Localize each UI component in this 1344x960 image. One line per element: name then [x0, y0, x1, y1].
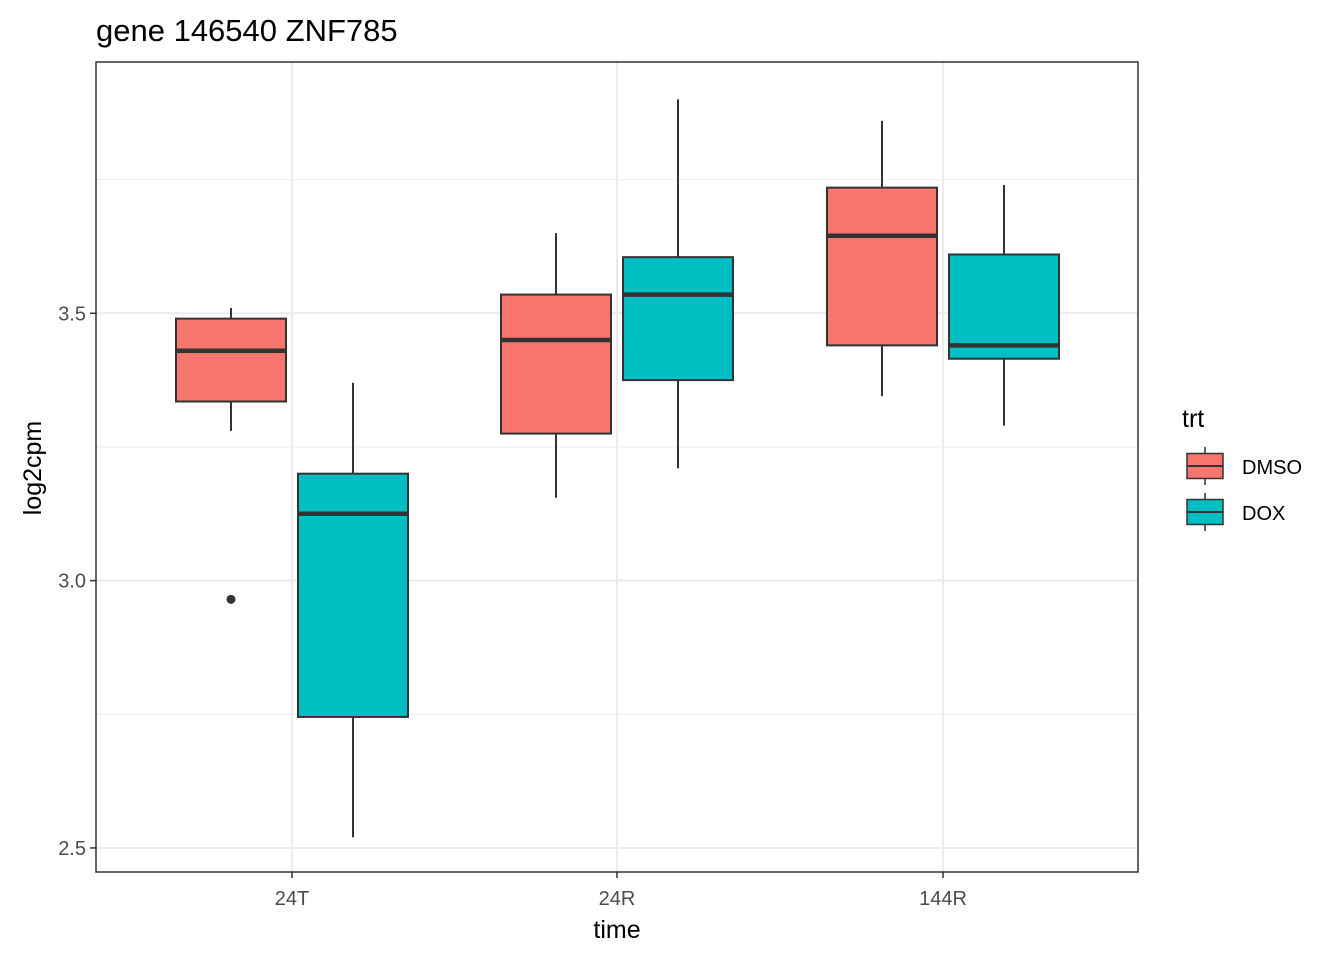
- axes: 2.5 3.0 3.5 24T 24R 144R: [58, 61, 1139, 910]
- legend-item-dox: DOX: [1186, 493, 1285, 531]
- x-tick-label-0: 24T: [275, 888, 309, 910]
- box-body: [622, 256, 734, 382]
- box-body: [826, 186, 938, 347]
- legend-label-dmso: DMSO: [1242, 457, 1302, 479]
- box-body: [500, 293, 612, 435]
- box-body: [948, 253, 1060, 360]
- legend-label-dox: DOX: [1242, 503, 1285, 525]
- x-tick-label-1: 24R: [599, 888, 636, 910]
- box-body: [175, 317, 287, 403]
- box-dmso-24t: [175, 307, 287, 604]
- box-dmso-144r: [826, 120, 938, 397]
- legend-title: trt: [1182, 405, 1204, 433]
- y-axis-title: log2cpm: [19, 421, 47, 516]
- chart-title: gene 146540 ZNF785: [96, 13, 398, 48]
- box-dox-24r: [622, 99, 734, 469]
- box-dox-144r: [948, 184, 1060, 426]
- box-body: [297, 472, 409, 718]
- box-dmso-24r: [500, 233, 612, 498]
- y-tick-label-1: 3.0: [58, 571, 86, 593]
- y-tick-label-2: 3.5: [58, 303, 86, 325]
- legend: trt DMSO DOX: [1182, 405, 1302, 531]
- y-tick-label-0: 2.5: [58, 838, 86, 860]
- outlier-point-0: [226, 594, 236, 604]
- box-dox-24t: [297, 382, 409, 838]
- legend-item-dmso: DMSO: [1186, 447, 1302, 485]
- x-axis-title: time: [593, 916, 640, 944]
- x-tick-label-2: 144R: [919, 888, 967, 910]
- box-series: [175, 99, 1060, 838]
